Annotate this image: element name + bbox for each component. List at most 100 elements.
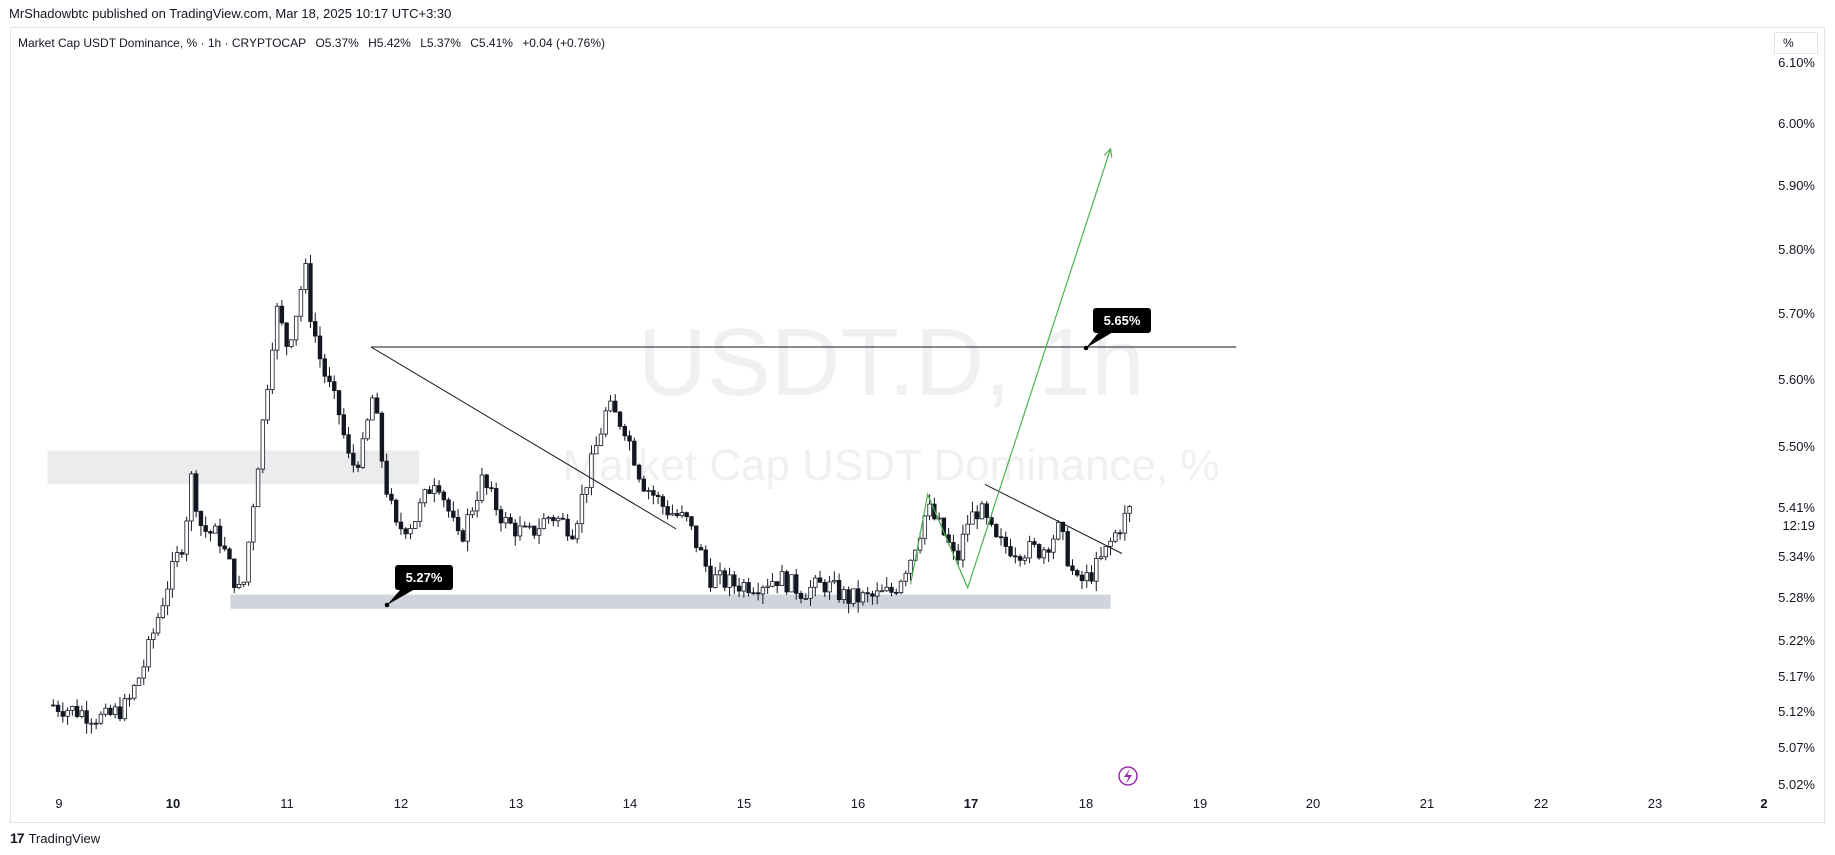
candle-body <box>293 315 299 341</box>
candle-body <box>322 358 327 377</box>
lightning-icon[interactable] <box>1118 766 1138 786</box>
candle-body <box>1041 549 1047 559</box>
candle-body <box>941 517 947 536</box>
candle-body <box>417 502 423 522</box>
candle-body <box>822 581 828 593</box>
candle-body <box>60 711 66 717</box>
price-tick-label: 5.17% <box>1778 669 1815 684</box>
candle-body <box>579 493 585 525</box>
candle-body <box>694 525 699 548</box>
candle-body <box>898 580 904 594</box>
candle-body <box>265 389 270 421</box>
candle-body <box>170 561 175 590</box>
resistance-callout-box <box>1093 308 1151 333</box>
candle-body <box>379 412 385 462</box>
candle-body <box>270 349 275 390</box>
candle-body <box>89 722 94 725</box>
candle-body <box>984 503 989 518</box>
candle-body <box>241 581 246 585</box>
candle-body <box>955 550 961 561</box>
candle-body <box>413 521 418 529</box>
support-zone <box>230 594 1111 609</box>
candle-body <box>1065 531 1070 567</box>
candle-body <box>965 523 970 535</box>
candle-body <box>527 525 532 528</box>
candle-body <box>908 559 913 574</box>
candle-body <box>232 558 237 588</box>
candle-body <box>489 487 494 490</box>
candle-body <box>1075 570 1080 576</box>
candle-body <box>713 574 718 588</box>
candle-body <box>641 478 647 492</box>
candle-body <box>255 468 261 508</box>
tradingview-logo[interactable]: 17 TradingView <box>10 830 100 846</box>
candle-body <box>155 617 161 634</box>
candle-body <box>398 521 404 530</box>
legend-title[interactable]: Market Cap USDT Dominance, % · 1h · CRYP… <box>18 36 307 50</box>
candle-body <box>355 464 361 468</box>
chart-frame <box>10 27 1825 823</box>
candle-body <box>903 572 908 582</box>
candle-body <box>1089 572 1094 582</box>
candle-body <box>327 375 332 383</box>
candle-body <box>70 705 75 711</box>
candle-body <box>370 397 375 421</box>
candle-body <box>1127 505 1132 514</box>
candle-body <box>208 531 213 534</box>
candle-body <box>889 586 894 593</box>
unit-selector-button[interactable]: % <box>1774 32 1818 54</box>
price-axis[interactable]: 6.10% 6.00% 5.90% 5.80% 5.70% 5.60% 5.50% 5.41%… <box>1778 55 1815 792</box>
candle-body <box>884 586 889 592</box>
candle-body <box>284 322 289 347</box>
zones <box>47 450 1111 609</box>
candle-body <box>498 509 504 524</box>
candle-body <box>603 410 608 435</box>
candle-body <box>517 525 523 537</box>
candle-body <box>122 698 127 720</box>
time-tick-label: 11 <box>280 796 294 811</box>
candle-body <box>174 552 180 562</box>
candle-body <box>432 485 437 494</box>
candle-body <box>865 592 870 595</box>
time-tick-label: 13 <box>509 796 523 811</box>
time-tick-label: 16 <box>851 796 865 811</box>
candle-body <box>565 518 570 537</box>
support-callout-text: 5.27% <box>406 570 443 585</box>
candle-body <box>236 583 242 588</box>
price-tick-label: 5.80% <box>1778 242 1815 257</box>
candle-body <box>841 589 847 601</box>
candle-body <box>622 426 627 437</box>
candle-body <box>165 588 170 607</box>
candle-body <box>798 592 804 599</box>
candle-body <box>722 570 727 588</box>
price-tick-label: 5.90% <box>1778 178 1815 193</box>
time-tick-label: 9 <box>55 796 62 811</box>
candle-body <box>136 677 142 686</box>
candle-body <box>279 305 285 324</box>
candle-body <box>765 585 770 588</box>
candle-body <box>436 485 442 493</box>
candle-body <box>1051 538 1056 553</box>
candle-body <box>632 440 637 466</box>
price-tick-label: 5.12% <box>1778 704 1815 719</box>
legend-high: H5.42% <box>368 36 411 50</box>
time-axis[interactable]: 9 10 11 12 13 14 15 16 17 18 19 20 21 22 23 2 <box>55 796 1767 811</box>
candle-body <box>684 512 689 518</box>
resistance-callout-pointer <box>1086 332 1113 348</box>
projection-path <box>909 148 1112 590</box>
candle-body <box>555 517 561 522</box>
price-tick-label: 5.22% <box>1778 633 1815 648</box>
candle-body <box>55 704 61 712</box>
candle-body <box>803 597 808 600</box>
candle-body <box>779 571 785 586</box>
candle-body <box>598 433 604 446</box>
candle-body <box>408 528 413 535</box>
time-tick-label: 12 <box>394 796 408 811</box>
candle-body <box>613 400 618 413</box>
candle-body <box>51 704 56 707</box>
candle-body <box>751 592 756 595</box>
tradingview-logo-icon: 17 <box>10 830 25 846</box>
time-tick-label: 21 <box>1420 796 1434 811</box>
candle-body <box>551 517 556 522</box>
